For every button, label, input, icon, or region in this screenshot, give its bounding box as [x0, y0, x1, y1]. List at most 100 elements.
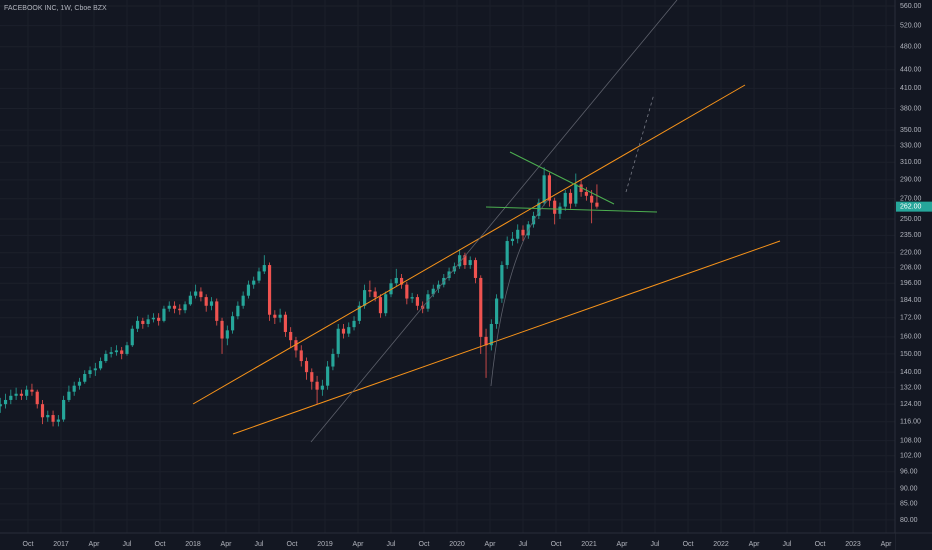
candle-body [231, 316, 235, 331]
candle-body [9, 395, 13, 400]
candle-body [310, 372, 314, 382]
candle-body [289, 331, 293, 341]
x-tick-label: Oct [23, 541, 34, 548]
y-tick-label: 520.00 [900, 22, 922, 29]
candle-body [283, 314, 287, 332]
trend-line [192, 84, 746, 405]
x-tick-label: 2022 [713, 541, 729, 548]
candle-body [273, 314, 277, 318]
candle-body [72, 385, 76, 392]
candle-body [236, 305, 240, 317]
candle-body [463, 255, 467, 266]
y-tick-label: 140.00 [900, 369, 922, 376]
candle-body [125, 345, 129, 354]
candle-body [368, 290, 372, 292]
candle-body [172, 305, 177, 309]
x-tick-label: Oct [815, 541, 826, 548]
y-tick-label: 440.00 [900, 67, 922, 74]
candle-body [267, 265, 272, 315]
candle-body [215, 301, 219, 321]
x-tick-label: 2023 [845, 541, 861, 548]
x-tick-label: Oct [155, 541, 166, 548]
candle-body [468, 260, 472, 266]
y-tick-label: 410.00 [900, 85, 922, 92]
candle-body [563, 192, 567, 207]
y-tick-label: 330.00 [900, 143, 922, 150]
x-tick-label: Apr [89, 541, 101, 548]
candle-body [104, 353, 108, 362]
candle-body [426, 294, 430, 309]
candle-body [315, 381, 319, 390]
candle-body [278, 314, 282, 318]
candle-body [56, 419, 60, 422]
candle-body [220, 320, 224, 339]
candle-body [262, 265, 266, 272]
candle-body [505, 241, 509, 266]
y-tick-label: 160.00 [900, 334, 922, 341]
y-tick-label: 132.00 [900, 385, 922, 392]
axes: 560.00 520.00 480.00 440.00 410.00 380.00 350.… [23, 3, 932, 548]
candle-body [331, 353, 335, 367]
x-tick-label: Apr [221, 541, 233, 548]
x-tick-label: 2017 [53, 541, 69, 548]
x-tick-label: Apr [749, 541, 761, 548]
candle-body [510, 238, 515, 242]
x-tick-label: Apr [881, 541, 893, 548]
candle-body [194, 291, 198, 296]
candle-body [579, 184, 583, 192]
candle-body [14, 393, 18, 396]
candle-body [405, 284, 409, 299]
candle-body [88, 370, 92, 375]
y-tick-label: 90.00 [900, 486, 918, 493]
candle-body [415, 297, 419, 306]
y-tick-label: 560.00 [900, 3, 922, 10]
last-price-label: 262.00 [900, 203, 922, 210]
y-tick-label: 350.00 [900, 127, 922, 134]
candle-body [30, 389, 34, 392]
candle-body [241, 295, 245, 306]
candles [0, 167, 599, 427]
x-tick-label: Jul [255, 541, 264, 548]
candle-body [146, 319, 150, 324]
candle-body [246, 284, 251, 296]
y-tick-label: 380.00 [900, 105, 922, 112]
x-tick-label: Jul [123, 541, 132, 548]
candle-body [553, 200, 557, 214]
candle-body [257, 271, 261, 281]
candle-body [304, 361, 309, 373]
candle-body [46, 415, 50, 418]
time-axis [0, 533, 895, 550]
candle-body [294, 340, 298, 351]
candle-body [0, 404, 2, 407]
candle-body [40, 404, 45, 418]
candle-body [135, 320, 140, 329]
candle-body [399, 277, 404, 285]
drawings [192, 0, 781, 443]
x-tick-label: 2020 [449, 541, 465, 548]
candle-body [352, 320, 356, 328]
candle-body [568, 192, 573, 204]
candle-body [320, 385, 324, 390]
candle-body [99, 361, 103, 369]
candle-body [347, 327, 351, 334]
x-tick-label: 2019 [317, 541, 333, 548]
trend-line [310, 0, 678, 443]
candle-body [495, 298, 499, 324]
candle-body [209, 301, 214, 306]
candle-body [547, 175, 551, 201]
chart-title: FACEBOOK INC, 1W, Cboe BZX [4, 5, 107, 12]
x-tick-label: Apr [353, 541, 365, 548]
candle-body [83, 374, 87, 382]
candle-body [341, 328, 346, 334]
y-tick-label: 85.00 [900, 501, 918, 508]
candle-body [521, 229, 525, 236]
candle-body [389, 283, 393, 295]
y-tick-label: 208.00 [900, 264, 922, 271]
candle-body [394, 277, 398, 284]
candle-body [357, 305, 361, 321]
candle-body [484, 336, 488, 346]
candle-body [431, 288, 435, 295]
candle-body [120, 350, 124, 354]
x-tick-label: 2021 [581, 541, 597, 548]
